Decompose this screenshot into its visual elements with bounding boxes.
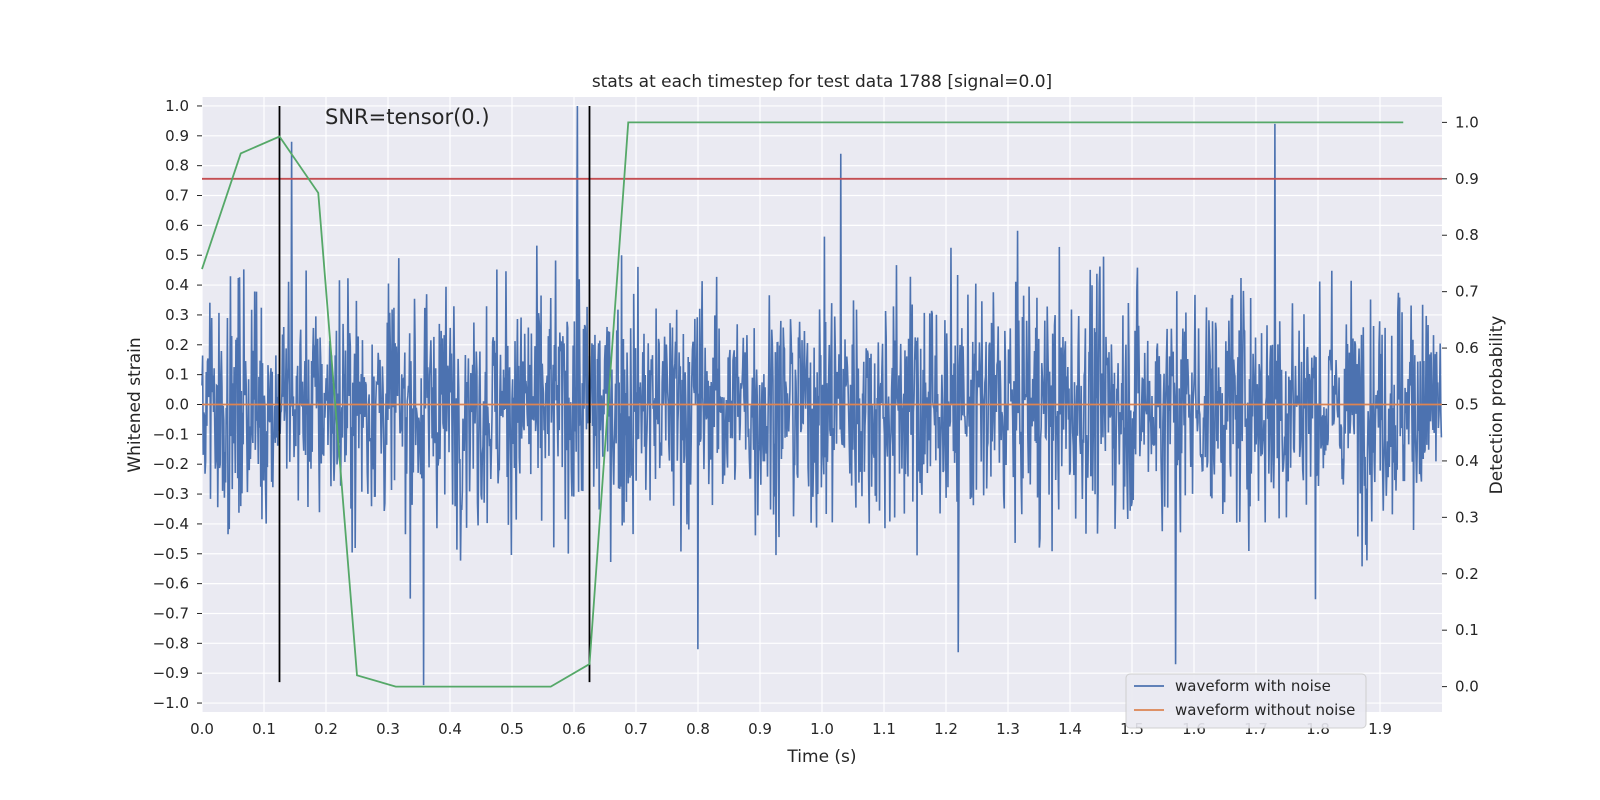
y-tick-label: 0.0 xyxy=(165,396,189,414)
y2-tick-label: 0.0 xyxy=(1455,678,1479,696)
y-tick-label: 0.8 xyxy=(165,157,189,175)
x-tick-label: 1.9 xyxy=(1368,720,1392,738)
y2-tick-label: 0.5 xyxy=(1455,396,1479,414)
legend-label-clean: waveform without noise xyxy=(1175,701,1355,719)
y2-tick-label: 0.8 xyxy=(1455,226,1479,244)
y2-tick-label: 0.1 xyxy=(1455,621,1479,639)
y-tick-label: 0.6 xyxy=(165,216,189,234)
y-tick-label: 0.9 xyxy=(165,127,189,145)
y2-tick-labels: 1.0 0.9 0.8 0.7 0.6 0.5 0.4 0.3 0.2 0.1 0.0 xyxy=(1442,113,1479,696)
y-tick-label: −0.7 xyxy=(153,604,189,622)
y-tick-label: −0.2 xyxy=(153,455,189,473)
y-tick-label: 0.4 xyxy=(165,276,189,294)
snr-annotation: SNR=tensor(0.) xyxy=(325,105,490,129)
y2-tick-label: 0.6 xyxy=(1455,339,1479,357)
legend: waveform with noise waveform without noi… xyxy=(1125,673,1367,729)
y2-tick-label: 0.9 xyxy=(1455,170,1479,188)
x-tick-label: 0.4 xyxy=(438,720,462,738)
y-axis-label: Whitened strain xyxy=(125,337,145,472)
y2-tick-label: 0.3 xyxy=(1455,508,1479,526)
y-tick-label: 0.2 xyxy=(165,336,189,354)
chart-title: stats at each timestep for test data 178… xyxy=(592,72,1052,92)
vertical-markers xyxy=(278,105,591,683)
x-axis-label: Time (s) xyxy=(786,747,856,767)
x-tick-label: 0.7 xyxy=(624,720,648,738)
legend-label-noise: waveform with noise xyxy=(1175,677,1331,695)
y2-tick-label: 0.4 xyxy=(1455,452,1479,470)
y-tick-label: 0.5 xyxy=(165,246,189,264)
y-tick-label: −0.3 xyxy=(153,485,189,503)
x-tick-label: 0.0 xyxy=(190,720,214,738)
y-tick-label: 1.0 xyxy=(165,97,189,115)
y2-tick-label: 1.0 xyxy=(1455,113,1479,131)
x-tick-label: 0.6 xyxy=(562,720,586,738)
x-tick-label: 0.5 xyxy=(500,720,524,738)
x-tick-label: 1.2 xyxy=(934,720,958,738)
y-tick-label: −0.1 xyxy=(153,425,189,443)
y2-tick-label: 0.2 xyxy=(1455,565,1479,583)
x-tick-label: 1.4 xyxy=(1058,720,1082,738)
x-tick-label: 1.0 xyxy=(810,720,834,738)
legend-box xyxy=(1125,673,1367,729)
y-tick-label: −1.0 xyxy=(153,694,189,712)
y-tick-label: 0.1 xyxy=(165,366,189,384)
x-tick-label: 0.8 xyxy=(686,720,710,738)
x-tick-labels: 0.0 0.1 0.2 0.3 0.4 0.5 0.6 0.7 0.8 0.9 1.0 1.1 1.2 1… xyxy=(190,720,1392,738)
x-tick-label: 1.1 xyxy=(872,720,896,738)
y-tick-labels: 1.0 0.9 0.8 0.7 0.6 0.5 0.4 0.3 0.2 0.1 0.0 −0.1 −0.… xyxy=(153,97,202,712)
noise-waveform-line xyxy=(201,105,1443,686)
x-tick-label: 0.9 xyxy=(748,720,772,738)
x-tick-label: 0.2 xyxy=(314,720,338,738)
y-tick-label: −0.8 xyxy=(153,634,189,652)
y-tick-label: −0.9 xyxy=(153,664,189,682)
x-tick-label: 0.1 xyxy=(252,720,276,738)
probability-line xyxy=(201,121,1404,688)
y-tick-label: −0.5 xyxy=(153,545,189,563)
y-tick-label: 0.3 xyxy=(165,306,189,324)
series-detection-probability xyxy=(201,121,1404,688)
y-tick-label: 0.7 xyxy=(165,187,189,205)
series-waveform-with-noise xyxy=(201,105,1443,686)
y-tick-label: −0.4 xyxy=(153,515,189,533)
x-tick-label: 0.3 xyxy=(376,720,400,738)
x-tick-label: 1.3 xyxy=(996,720,1020,738)
y2-axis-label: Detection probability xyxy=(1487,316,1507,495)
y2-tick-label: 0.7 xyxy=(1455,283,1479,301)
y-tick-label: −0.6 xyxy=(153,575,189,593)
